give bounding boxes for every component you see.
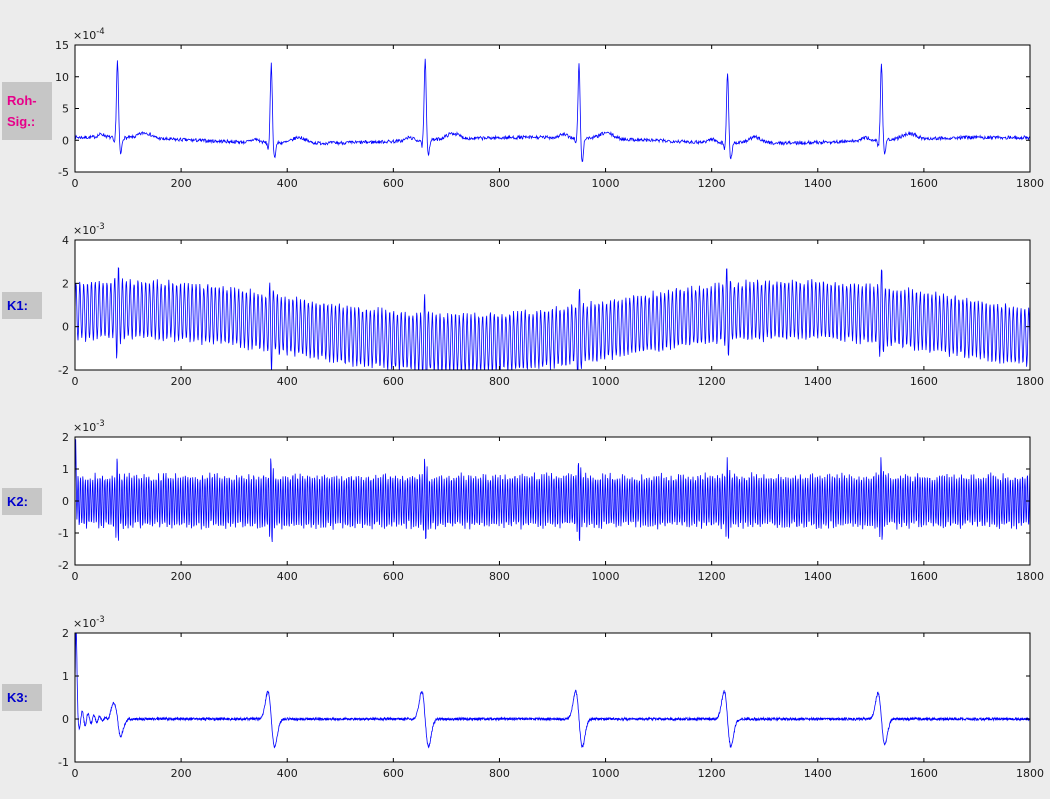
x-tick-label: 1600 [910, 767, 938, 780]
plot-roh-signal: 0 200 400 600 800 1000 1200 1400 1600 1800 -5 0 5 10 1… [0, 10, 1050, 202]
x-tick-label: 1000 [592, 570, 620, 583]
y-tick-label: -2 [58, 559, 69, 572]
axes-box [74, 239, 1031, 371]
y-axis-exponent-label: ×10-3 [73, 419, 105, 434]
plot-k3: 0 200 400 600 800 1000 1200 1400 1600 1800 -1 0 1 2 ×1… [0, 598, 1050, 794]
x-tick-label: 1000 [592, 767, 620, 780]
x-tick-label: 1200 [698, 767, 726, 780]
plot-area [75, 45, 1030, 172]
y-axis-exponent-label: ×10-4 [73, 27, 105, 42]
x-tick-label: 600 [383, 177, 404, 190]
x-tick-label: 400 [277, 767, 298, 780]
x-tick-label: 1400 [804, 570, 832, 583]
y-tick-label: 0 [62, 495, 69, 508]
x-tick-label: 1800 [1016, 375, 1044, 388]
x-tick-label: 600 [383, 570, 404, 583]
signal-label-k2: K2: [2, 488, 42, 515]
signal-label-text: Sig.: [7, 114, 36, 129]
x-tick-label: 1000 [592, 177, 620, 190]
x-tick-label: 1800 [1016, 570, 1044, 583]
y-tick-label: 0 [62, 321, 69, 334]
x-tick-label: 0 [72, 570, 79, 583]
signal-trace-roh-signal [75, 58, 1030, 163]
axes-box [74, 632, 1031, 763]
signal-label-text: Roh- [7, 92, 37, 108]
signal-label-k3: K3: [2, 684, 42, 711]
x-tick-label: 1200 [698, 177, 726, 190]
x-tick-label: 1200 [698, 375, 726, 388]
y-tick-label: 15 [55, 39, 69, 52]
y-tick-label: 2 [62, 627, 69, 640]
x-tick-label: 400 [277, 375, 298, 388]
x-tick-label: 1400 [804, 375, 832, 388]
y-axis-exponent-label: ×10-3 [73, 615, 105, 630]
x-tick-label: 1800 [1016, 767, 1044, 780]
y-tick-label: -2 [58, 364, 69, 377]
plot-canvas-roh-signal: 0 200 400 600 800 1000 1200 1400 1600 1800-505101… [55, 27, 1044, 190]
x-tick-label: 200 [171, 570, 192, 583]
plot-canvas-k3: 0 200 400 600 800 1000 1200 1400 1600 1800-1012×1… [58, 615, 1044, 780]
x-tick-label: 400 [277, 570, 298, 583]
x-tick-label: 400 [277, 177, 298, 190]
x-tick-label: 800 [489, 177, 510, 190]
x-tick-label: 1800 [1016, 177, 1044, 190]
x-tick-label: 200 [171, 375, 192, 388]
x-tick-label: 1600 [910, 375, 938, 388]
x-tick-label: 1000 [592, 375, 620, 388]
x-tick-label: 600 [383, 767, 404, 780]
plot-canvas-k2: 0 200 400 600 800 1000 1200 1400 1600 1800 -2 -1 0 1 2… [58, 419, 1044, 583]
x-tick-label: 800 [489, 570, 510, 583]
y-tick-label: 1 [62, 670, 69, 683]
signal-trace-k2 [75, 439, 1030, 543]
plot-canvas-k1: 0 200 400 600 800 1000 1200 1400 1600 1800-2024×1… [58, 222, 1044, 388]
x-tick-label: 1400 [804, 177, 832, 190]
y-tick-label: -1 [58, 756, 69, 769]
y-tick-label: 5 [62, 103, 69, 116]
y-tick-label: 1 [62, 463, 69, 476]
x-tick-label: 0 [72, 767, 79, 780]
x-tick-label: 1200 [698, 570, 726, 583]
signal-trace-k1 [75, 267, 1030, 370]
x-tick-label: 1600 [910, 570, 938, 583]
plot-k2: 0 200 400 600 800 1000 1200 1400 1600 1800 -2 -1 0 1 2… [0, 402, 1050, 595]
y-tick-label: -5 [58, 166, 69, 179]
x-tick-label: 200 [171, 767, 192, 780]
signal-label-k1: K1: [2, 292, 42, 319]
signal-label-roh-sig: Roh- Sig.: [2, 82, 52, 140]
y-tick-label: 2 [62, 431, 69, 444]
y-tick-label: 0 [62, 713, 69, 726]
x-tick-label: 0 [72, 375, 79, 388]
y-tick-label: 4 [62, 234, 69, 247]
x-tick-label: 800 [489, 375, 510, 388]
x-tick-label: 800 [489, 767, 510, 780]
signal-label-text: K1: [7, 297, 28, 313]
x-tick-label: 0 [72, 177, 79, 190]
signal-label-text: K3: [7, 689, 28, 705]
signal-trace-k3 [75, 633, 1030, 749]
y-tick-label: 2 [62, 277, 69, 290]
plot-k1: 0 200 400 600 800 1000 1200 1400 1600 1800 -2 0 2 4 ×1… [0, 205, 1050, 400]
y-tick-label: 0 [62, 134, 69, 147]
x-tick-label: 200 [171, 177, 192, 190]
y-tick-label: 10 [55, 71, 69, 84]
plot-area [75, 633, 1030, 762]
x-tick-label: 1600 [910, 177, 938, 190]
x-tick-label: 600 [383, 375, 404, 388]
y-axis-exponent-label: ×10-3 [73, 222, 105, 237]
signal-label-text: K2: [7, 493, 28, 509]
x-tick-label: 1400 [804, 767, 832, 780]
y-tick-label: -1 [58, 527, 69, 540]
